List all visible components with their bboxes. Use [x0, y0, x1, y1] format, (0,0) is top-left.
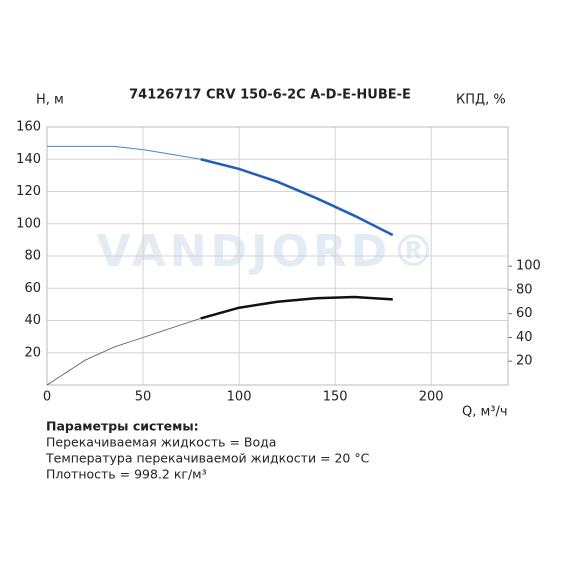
curve [47, 145, 201, 160]
curve [46, 318, 201, 386]
curve [200, 158, 394, 237]
y2-tick-label: 100 [516, 259, 541, 274]
y2-tick-label: 80 [516, 282, 533, 297]
x-tick-label: 50 [135, 390, 152, 405]
y-tick-label: 160 [16, 120, 41, 135]
y2-tick-label: 60 [516, 306, 533, 321]
chart-title: 74126717 CRV 150-6-2C A-D-E-HUBE-E [129, 88, 411, 103]
params-heading: Параметры системы: [46, 419, 199, 434]
param-line: Перекачиваемая жидкость = Вода [46, 435, 276, 450]
watermark: VANDJORD® [97, 226, 440, 277]
y2-tick-label: 20 [516, 354, 533, 369]
y-tick-label: 100 [16, 216, 41, 231]
param-line: Температура перекачиваемой жидкости = 20… [45, 451, 370, 466]
x-tick-label: 100 [227, 390, 252, 405]
y-tick-label: 60 [24, 281, 41, 296]
x-tick-label: 150 [323, 390, 348, 405]
y2-axis-label: КПД, % [456, 93, 506, 108]
param-line: Плотность = 998.2 кг/м³ [46, 467, 207, 482]
x-tick-label: 0 [43, 390, 51, 405]
y-axis-label: H, м [36, 93, 64, 108]
y-tick-label: 20 [24, 345, 41, 360]
curve [200, 295, 393, 320]
y-tick-label: 40 [24, 313, 41, 328]
y-tick-label: 120 [16, 184, 41, 199]
x-axis-label: Q, м³/ч [462, 405, 508, 420]
y-tick-label: 80 [24, 249, 41, 264]
plot-border [46, 126, 509, 386]
y2-tick-label: 40 [516, 330, 533, 345]
y-tick-label: 140 [16, 152, 41, 167]
x-tick-label: 200 [419, 390, 444, 405]
